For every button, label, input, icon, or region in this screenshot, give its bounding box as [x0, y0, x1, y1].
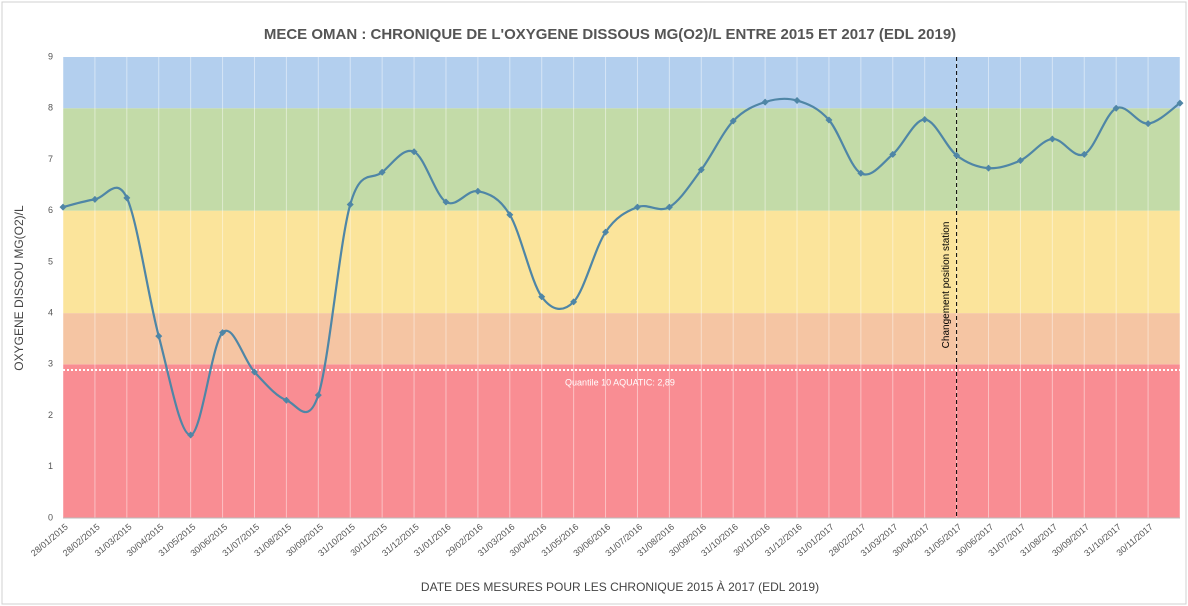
- data-point: [1048, 135, 1056, 143]
- y-tick-label: 3: [48, 359, 53, 369]
- data-point: [697, 166, 705, 174]
- y-tick-label: 6: [48, 205, 53, 215]
- data-point: [857, 169, 865, 177]
- y-tick-label: 0: [48, 512, 53, 522]
- data-point: [1112, 104, 1120, 112]
- y-tick-label: 4: [48, 307, 53, 317]
- data-point: [250, 368, 258, 376]
- data-point: [187, 431, 195, 439]
- data-point: [91, 195, 99, 203]
- y-tick-label: 7: [48, 154, 53, 164]
- data-point: [1016, 156, 1024, 164]
- data-point: [633, 203, 641, 211]
- data-point: [570, 298, 578, 306]
- x-axis-title: DATE DES MESURES POUR LES CHRONIQUE 2015…: [421, 579, 819, 594]
- band: [63, 108, 1180, 211]
- data-point: [219, 329, 227, 337]
- y-tick-label: 5: [48, 256, 53, 266]
- y-axis-title: OXYGENE DISSOU MG(O2)/L: [12, 205, 26, 371]
- y-tick-label: 1: [48, 461, 53, 471]
- band: [63, 313, 1180, 365]
- data-point: [1144, 120, 1152, 128]
- data-point: [793, 97, 801, 105]
- data-point: [985, 164, 993, 172]
- threshold-label: Quantile 10 AQUATIC: 2,89: [565, 377, 675, 387]
- data-point: [282, 396, 290, 404]
- data-point: [1176, 99, 1184, 107]
- data-line: [62, 97, 1181, 437]
- data-point: [506, 211, 514, 219]
- y-tick-label: 8: [48, 103, 53, 113]
- data-point: [921, 115, 929, 123]
- data-point: [346, 201, 354, 209]
- data-point: [123, 194, 131, 202]
- band: [63, 364, 1180, 518]
- data-point: [59, 203, 67, 211]
- data-point: [1080, 150, 1088, 158]
- chart-title: MECE OMAN : CHRONIQUE DE L'OXYGENE DISSO…: [264, 26, 956, 43]
- data-point: [314, 391, 322, 399]
- data-point: [729, 117, 737, 125]
- data-point: [825, 116, 833, 124]
- data-point: [378, 168, 386, 176]
- data-point: [953, 151, 961, 159]
- data-point: [410, 148, 418, 156]
- data-point: [889, 150, 897, 158]
- data-point: [442, 198, 450, 206]
- band: [63, 57, 1180, 109]
- data-point: [761, 98, 769, 106]
- y-tick-label: 2: [48, 410, 53, 420]
- data-point: [602, 228, 610, 236]
- y-tick-label: 9: [48, 51, 53, 61]
- data-point: [474, 187, 482, 195]
- data-point: [665, 203, 673, 211]
- data-point: [538, 293, 546, 301]
- annotation-label: Changement position station: [941, 222, 952, 349]
- data-point: [155, 332, 163, 340]
- band: [63, 210, 1180, 314]
